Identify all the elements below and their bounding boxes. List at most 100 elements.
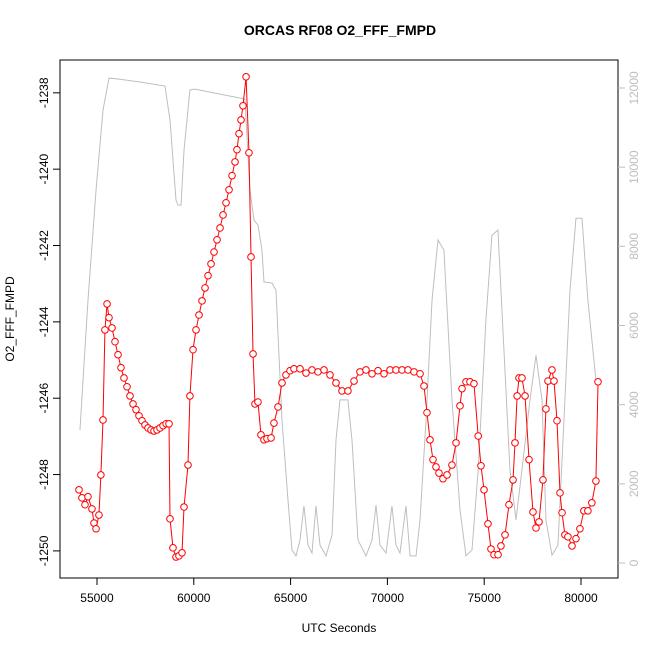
point: [204, 271, 212, 280]
point: [198, 297, 206, 305]
point: [362, 366, 370, 374]
point: [195, 311, 203, 319]
point: [75, 486, 83, 494]
point: [477, 461, 485, 470]
point: [180, 503, 188, 511]
point: [320, 366, 328, 374]
point: [242, 72, 250, 81]
point: [564, 532, 572, 541]
point: [344, 387, 352, 395]
point: [568, 542, 576, 550]
point: [184, 461, 192, 469]
point: [518, 374, 526, 382]
y-tick-label: -1238: [37, 77, 51, 108]
y-tick-label: -1240: [37, 154, 51, 185]
point: [553, 416, 561, 425]
point: [435, 469, 443, 477]
y-tick-label: -1250: [37, 535, 51, 566]
point: [501, 531, 509, 539]
y2-tick-label: 0: [627, 559, 641, 566]
point: [189, 345, 197, 354]
point: [274, 403, 282, 411]
point: [350, 377, 358, 385]
x-tick-label: 80000: [564, 591, 598, 605]
point: [99, 416, 107, 424]
y-tick-label: -1244: [37, 306, 51, 337]
y-tick-label: -1242: [37, 230, 51, 261]
point: [247, 253, 255, 261]
point: [556, 489, 564, 497]
point: [245, 148, 253, 157]
point: [92, 524, 100, 533]
point: [497, 542, 505, 550]
point: [420, 382, 428, 390]
y-tick-label: -1246: [37, 383, 51, 414]
y2-tick-label: 12000: [627, 71, 641, 105]
point: [239, 102, 247, 110]
point: [210, 248, 218, 256]
x-tick-label: 55000: [80, 591, 114, 605]
point: [513, 392, 521, 400]
point: [548, 366, 556, 374]
point: [525, 455, 533, 464]
point: [105, 313, 113, 322]
point: [432, 463, 440, 471]
point: [542, 405, 550, 413]
y2-tick-label: 6000: [627, 312, 641, 339]
point: [117, 363, 125, 372]
point: [458, 384, 466, 393]
point: [532, 524, 540, 532]
point: [584, 507, 592, 515]
point: [511, 439, 519, 447]
y2-tick-label: 4000: [627, 391, 641, 418]
point: [111, 337, 119, 346]
point: [192, 326, 200, 334]
point: [494, 550, 502, 559]
point: [219, 211, 227, 219]
point: [129, 400, 137, 408]
point: [278, 379, 286, 387]
point: [487, 545, 495, 553]
point: [576, 524, 584, 533]
point: [108, 324, 116, 332]
point: [452, 439, 460, 447]
point: [474, 432, 482, 440]
point: [126, 392, 134, 400]
point: [535, 518, 543, 526]
point: [550, 377, 558, 385]
point: [426, 436, 434, 444]
point: [505, 500, 513, 509]
point: [201, 284, 209, 292]
point: [529, 508, 537, 516]
point: [169, 544, 177, 552]
plot-frame: [59, 59, 619, 579]
point: [123, 382, 131, 391]
point: [443, 471, 451, 479]
point: [572, 534, 580, 543]
point: [235, 129, 243, 138]
x-tick-label: 70000: [371, 591, 405, 605]
point: [216, 224, 224, 232]
point: [95, 511, 103, 519]
point: [521, 392, 529, 400]
point: [225, 185, 233, 194]
point: [78, 494, 86, 502]
point: [132, 405, 140, 414]
point: [81, 500, 89, 509]
point: [186, 392, 194, 400]
point: [233, 145, 241, 154]
x-axis-label: UTC Seconds: [302, 621, 377, 635]
x-tick-label: 75000: [468, 591, 502, 605]
point: [267, 434, 275, 442]
point: [416, 369, 424, 378]
point: [222, 198, 230, 207]
y2-tick-label: 2000: [627, 470, 641, 497]
point: [332, 379, 340, 387]
point: [270, 419, 278, 427]
point: [237, 116, 245, 124]
point: [484, 519, 492, 528]
point: [114, 350, 122, 359]
point: [594, 377, 602, 386]
